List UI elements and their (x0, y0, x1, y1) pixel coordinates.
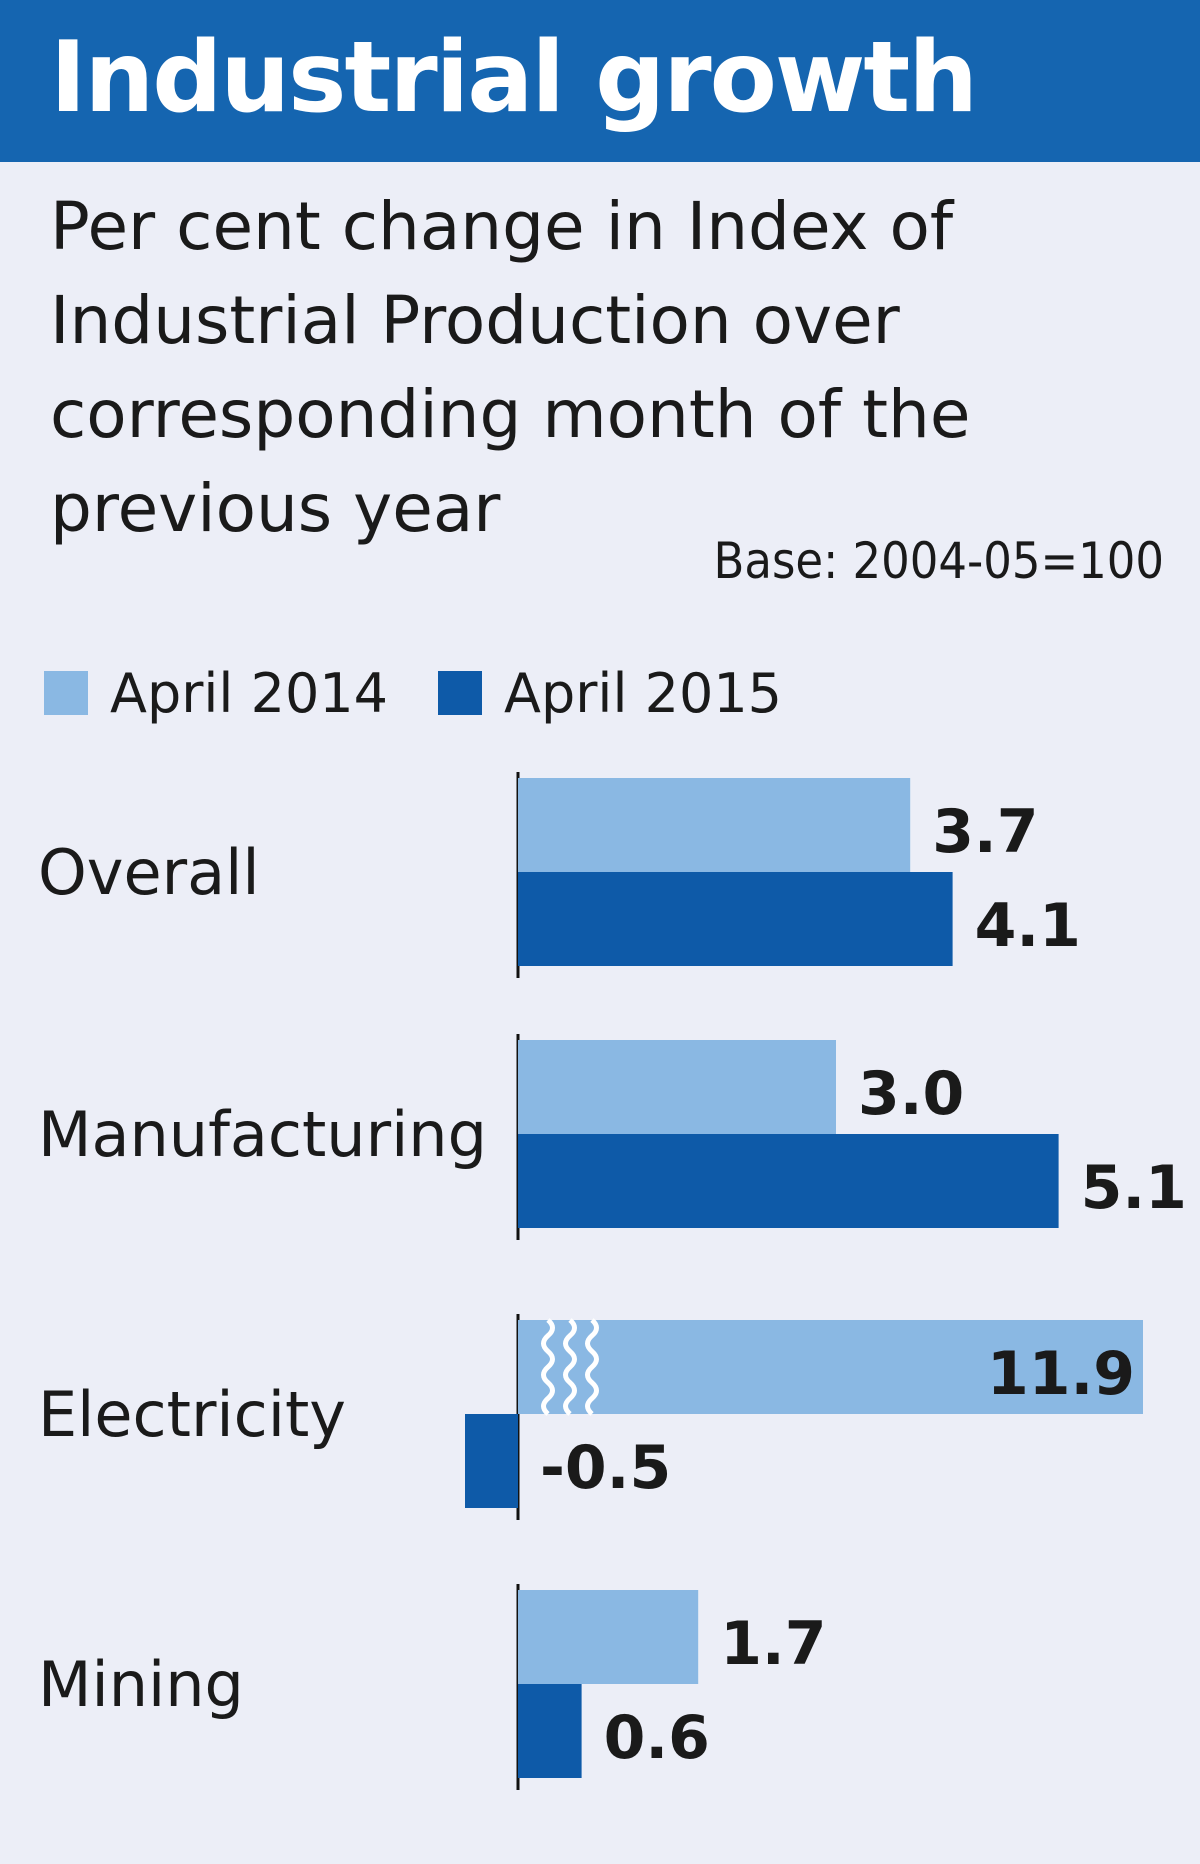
bar-overall-2015 (518, 872, 953, 966)
chart-title: Industrial growth (50, 21, 978, 135)
bar-mining-2015 (518, 1684, 582, 1778)
header-banner: Industrial growth (0, 0, 1200, 162)
bar-manufacturing-2014 (518, 1040, 836, 1134)
value-label-manufacturing-2014: 3.0 (858, 1059, 964, 1129)
bar-mining-2014 (518, 1590, 699, 1684)
value-label-electricity-2014: 11.9 (987, 1339, 1135, 1409)
axis-break-mark (563, 1318, 577, 1416)
category-label-overall: Overall (38, 836, 260, 909)
legend-swatch-2015 (438, 671, 483, 715)
category-label-electricity: Electricity (38, 1378, 346, 1451)
legend-swatch-2014 (44, 671, 88, 715)
chart-subtitle: Per cent change in Index of Industrial P… (50, 188, 971, 547)
bar-electricity-2015 (465, 1414, 518, 1508)
base-note: Base: 2004-05=100 (713, 532, 1164, 590)
value-label-overall-2015: 4.1 (975, 891, 1081, 961)
value-label-overall-2014: 3.7 (932, 797, 1038, 867)
axis-break-mark (585, 1318, 599, 1416)
bar-manufacturing-2015 (518, 1134, 1059, 1228)
category-label-mining: Mining (38, 1648, 244, 1721)
legend-item-2014: April 2014 (44, 662, 388, 725)
value-label-electricity-2015: -0.5 (540, 1433, 671, 1503)
legend-label-2014: April 2014 (110, 661, 389, 725)
value-label-manufacturing-2015: 5.1 (1081, 1153, 1187, 1223)
bar-electricity-2014 (518, 1320, 1143, 1414)
bar-overall-2014 (518, 778, 911, 872)
legend-label-2015: April 2015 (504, 661, 783, 725)
value-label-mining-2014: 1.7 (720, 1609, 826, 1679)
axis-break-mark (541, 1318, 555, 1416)
category-label-manufacturing: Manufacturing (38, 1098, 487, 1171)
legend-item-2015: April 2015 (438, 662, 782, 725)
legend: April 2014 April 2015 (44, 658, 832, 728)
value-label-mining-2015: 0.6 (604, 1703, 710, 1773)
